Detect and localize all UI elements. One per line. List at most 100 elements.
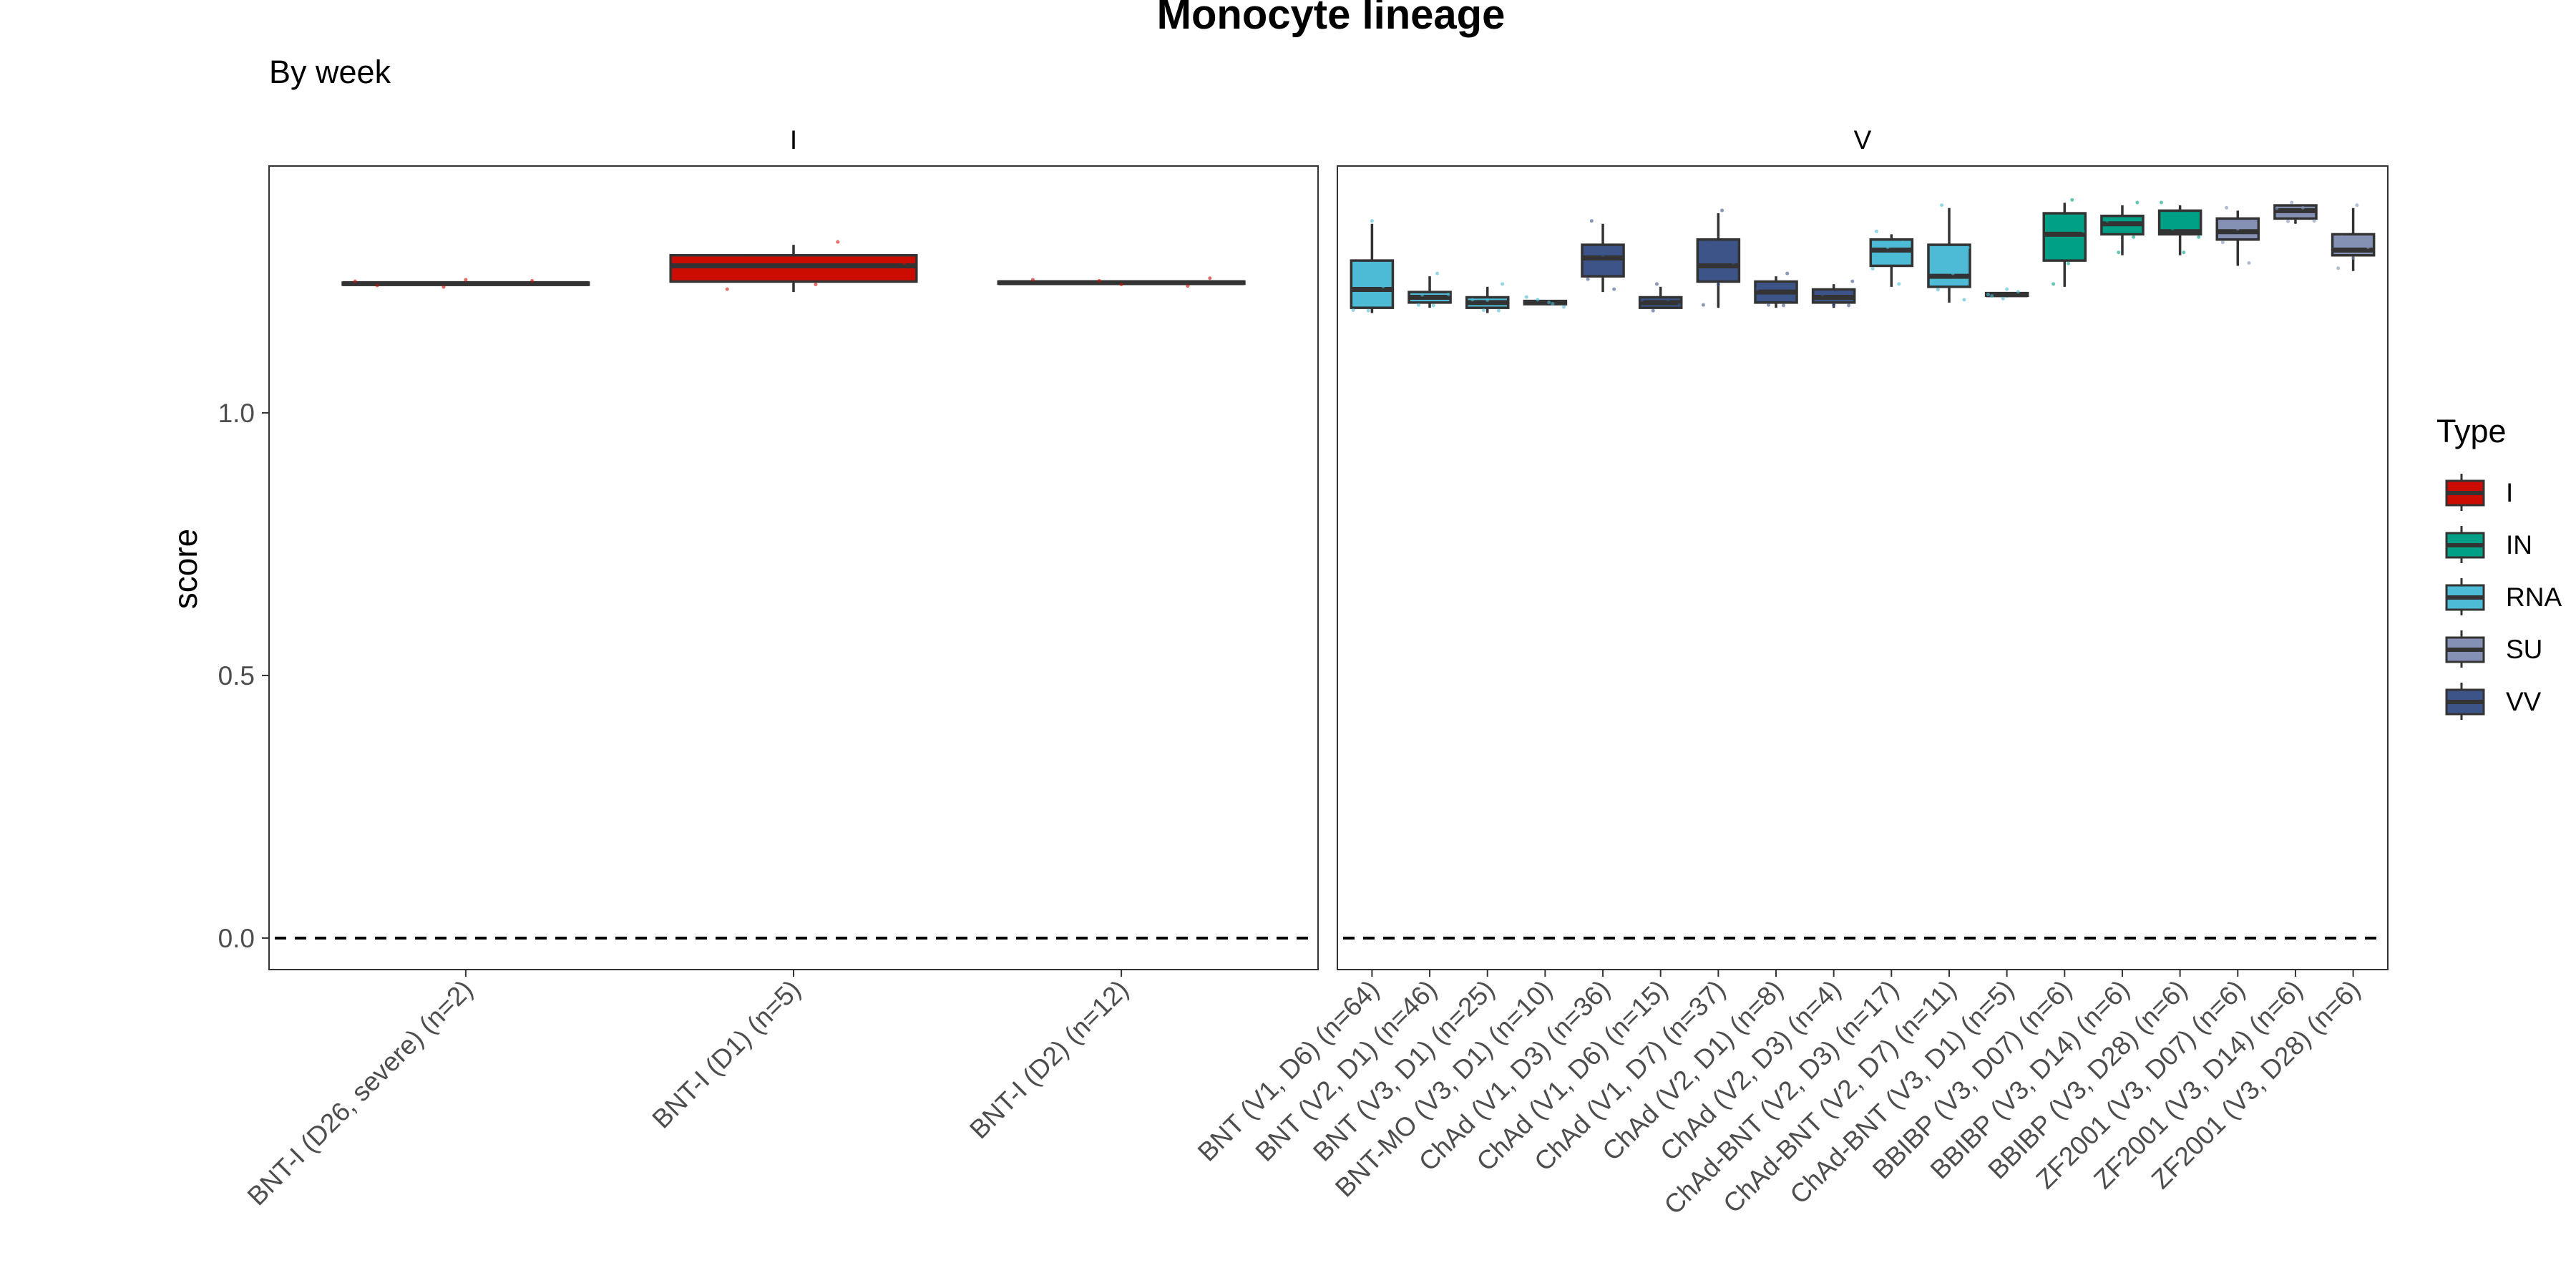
legend-item-i: I bbox=[2445, 474, 2513, 511]
sample-point bbox=[2301, 205, 2305, 210]
sample-point bbox=[2366, 245, 2371, 249]
sample-point bbox=[1781, 303, 1785, 308]
sample-point bbox=[2340, 235, 2344, 239]
sample-point bbox=[1986, 292, 1991, 296]
chart-title: Monocyte lineage bbox=[1157, 0, 1506, 38]
panel-strip-label: I bbox=[790, 125, 797, 155]
sample-point bbox=[1446, 292, 1450, 296]
sample-point bbox=[1962, 298, 1966, 302]
sample-point bbox=[2355, 203, 2359, 208]
box-0-0: BNT-I (D26, severe) (n=2) bbox=[242, 278, 590, 1211]
box-0-1: BNT-I (D1) (n=5) bbox=[647, 240, 918, 1134]
legend-label: VV bbox=[2506, 687, 2542, 716]
sample-point bbox=[1936, 288, 1940, 292]
sample-point bbox=[2105, 219, 2109, 223]
sample-point bbox=[1435, 271, 1440, 275]
sample-point bbox=[2001, 296, 2005, 301]
sample-point bbox=[441, 285, 446, 289]
sample-point bbox=[2051, 282, 2056, 286]
sample-point bbox=[1755, 287, 1760, 291]
sample-point bbox=[1716, 282, 1720, 286]
sample-point bbox=[1030, 278, 1035, 282]
sample-point bbox=[1186, 284, 1190, 288]
box-body bbox=[1350, 259, 1395, 309]
sample-point bbox=[1366, 308, 1370, 313]
sample-point bbox=[747, 256, 751, 260]
sample-point bbox=[1485, 298, 1490, 302]
sample-point bbox=[1524, 295, 1528, 299]
sample-point bbox=[902, 260, 907, 265]
legend: Type I IN RNA SU VV bbox=[2436, 413, 2562, 720]
sample-point bbox=[2159, 200, 2163, 205]
sample-point bbox=[2117, 250, 2121, 255]
sample-point bbox=[1370, 219, 1374, 223]
sample-point bbox=[2275, 206, 2279, 210]
sample-point bbox=[1416, 303, 1420, 307]
sample-point bbox=[1547, 301, 1551, 305]
sample-point bbox=[1850, 279, 1855, 283]
x-tick-label: BNT-I (D2) (n=12) bbox=[964, 975, 1134, 1145]
chart-subtitle: By week bbox=[269, 54, 391, 90]
box-body bbox=[1869, 238, 1914, 268]
legend-item-rna: RNA bbox=[2445, 578, 2562, 615]
y-tick-label: 1.0 bbox=[218, 399, 255, 428]
sample-point bbox=[2081, 229, 2085, 233]
box-0-2: BNT-I (D2) (n=12) bbox=[964, 276, 1246, 1145]
sample-point bbox=[2290, 200, 2294, 205]
sample-point bbox=[2197, 235, 2201, 239]
sample-point bbox=[1496, 308, 1501, 313]
legend-title: Type bbox=[2436, 413, 2507, 449]
box-body bbox=[1581, 243, 1625, 278]
sample-point bbox=[1208, 276, 1212, 280]
sample-point bbox=[1481, 308, 1485, 313]
legend-label: SU bbox=[2506, 635, 2542, 664]
sample-point bbox=[2132, 235, 2136, 239]
legend-label: I bbox=[2506, 478, 2513, 507]
legend-item-vv: VV bbox=[2445, 683, 2542, 720]
sample-point bbox=[2220, 240, 2225, 245]
sample-point bbox=[2336, 266, 2341, 270]
y-axis-label: score bbox=[167, 529, 204, 609]
legend-label: RNA bbox=[2506, 582, 2562, 612]
sample-point bbox=[1767, 303, 1771, 307]
legend-item-in: IN bbox=[2445, 526, 2532, 563]
sample-point bbox=[1870, 266, 1875, 270]
sample-point bbox=[1666, 298, 1670, 302]
sample-point bbox=[1562, 305, 1566, 309]
x-tick-label: BNT-I (D26, severe) (n=2) bbox=[242, 975, 479, 1211]
sample-point bbox=[2185, 211, 2190, 215]
panel-strip-label: V bbox=[1854, 125, 1872, 155]
sample-point bbox=[1720, 208, 1724, 213]
legend-item-su: SU bbox=[2445, 630, 2542, 668]
sample-point bbox=[1589, 219, 1594, 223]
sample-point bbox=[2135, 200, 2140, 205]
sample-point bbox=[1601, 253, 1605, 257]
sample-point bbox=[1612, 287, 1616, 291]
sample-point bbox=[464, 278, 468, 282]
sample-point bbox=[1501, 282, 1505, 286]
sample-point bbox=[2312, 219, 2316, 223]
sample-point bbox=[1731, 260, 1735, 265]
sample-point bbox=[1677, 303, 1682, 307]
sample-point bbox=[1351, 308, 1355, 313]
sample-point bbox=[2070, 197, 2074, 202]
sample-point bbox=[530, 278, 535, 283]
box-body bbox=[1696, 238, 1741, 283]
sample-point bbox=[2182, 250, 2186, 255]
sample-point bbox=[2235, 227, 2240, 231]
sample-point bbox=[1097, 278, 1101, 283]
x-tick-label: BNT-I (D1) (n=5) bbox=[647, 975, 806, 1134]
sample-point bbox=[1847, 303, 1851, 308]
sample-point bbox=[1951, 271, 1955, 275]
sample-point bbox=[814, 282, 818, 286]
sample-point bbox=[1470, 298, 1475, 302]
sample-point bbox=[1874, 229, 1878, 233]
sample-point bbox=[1701, 303, 1705, 307]
sample-point bbox=[1990, 294, 1994, 298]
sample-point bbox=[2120, 217, 2124, 221]
sample-point bbox=[2285, 219, 2290, 223]
sample-point bbox=[836, 240, 840, 244]
sample-point bbox=[375, 283, 379, 288]
box-1-0: BNT (V1, D6) (n=64) bbox=[1192, 219, 1395, 1167]
